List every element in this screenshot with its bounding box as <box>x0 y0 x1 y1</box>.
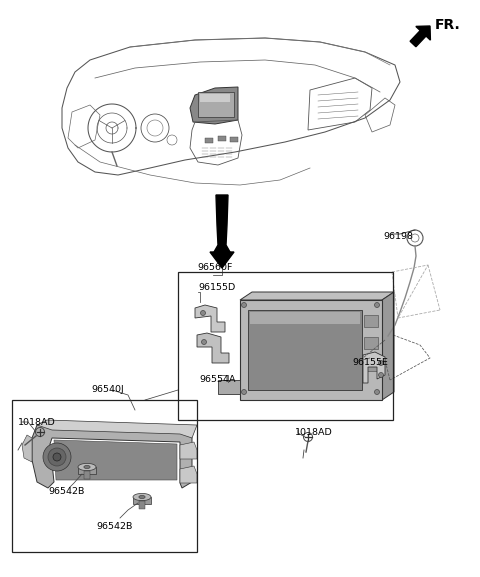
Bar <box>364 315 378 327</box>
Circle shape <box>374 389 380 395</box>
Circle shape <box>202 339 206 344</box>
Bar <box>84 471 90 478</box>
Bar <box>364 337 378 349</box>
Text: 96542B: 96542B <box>97 522 133 531</box>
Polygon shape <box>214 195 230 260</box>
Bar <box>200 94 230 102</box>
Polygon shape <box>133 497 151 504</box>
Ellipse shape <box>133 493 151 501</box>
Bar <box>364 359 378 371</box>
Bar <box>178 272 393 420</box>
Polygon shape <box>32 425 192 488</box>
Ellipse shape <box>84 466 90 469</box>
Polygon shape <box>240 292 394 300</box>
Polygon shape <box>382 292 394 400</box>
Ellipse shape <box>78 463 96 471</box>
Text: FR.: FR. <box>435 18 461 32</box>
Polygon shape <box>180 466 197 483</box>
Text: 96554A: 96554A <box>200 375 236 384</box>
Polygon shape <box>410 26 431 47</box>
Bar <box>248 310 362 390</box>
Ellipse shape <box>139 496 145 499</box>
Polygon shape <box>22 435 32 462</box>
Text: 96542B: 96542B <box>49 487 85 496</box>
Polygon shape <box>195 305 225 332</box>
Bar <box>218 380 240 394</box>
Polygon shape <box>210 252 234 268</box>
Bar <box>205 138 213 143</box>
Circle shape <box>241 302 247 308</box>
Circle shape <box>374 302 380 308</box>
Polygon shape <box>37 420 197 438</box>
Bar <box>12 400 197 552</box>
Bar <box>139 501 145 508</box>
Bar <box>230 137 238 142</box>
Bar <box>250 312 360 324</box>
Circle shape <box>241 389 247 395</box>
Text: 96560F: 96560F <box>197 263 233 272</box>
Text: 96198: 96198 <box>383 232 413 241</box>
Circle shape <box>48 448 66 466</box>
Circle shape <box>379 361 384 365</box>
Text: 96155D: 96155D <box>198 283 235 292</box>
Polygon shape <box>190 87 238 124</box>
Circle shape <box>43 443 71 471</box>
Polygon shape <box>54 440 177 480</box>
Polygon shape <box>363 352 385 383</box>
Text: 96155E: 96155E <box>352 358 388 367</box>
Bar <box>198 92 234 117</box>
Circle shape <box>201 310 205 316</box>
Polygon shape <box>197 333 229 363</box>
Text: 1018AD: 1018AD <box>295 428 333 437</box>
Polygon shape <box>78 467 96 474</box>
Bar <box>218 136 226 141</box>
Text: 96540J: 96540J <box>92 385 124 394</box>
Circle shape <box>53 453 61 461</box>
Circle shape <box>379 373 384 377</box>
Bar <box>240 300 382 400</box>
Text: 1018AD: 1018AD <box>18 418 56 427</box>
Polygon shape <box>180 442 197 459</box>
